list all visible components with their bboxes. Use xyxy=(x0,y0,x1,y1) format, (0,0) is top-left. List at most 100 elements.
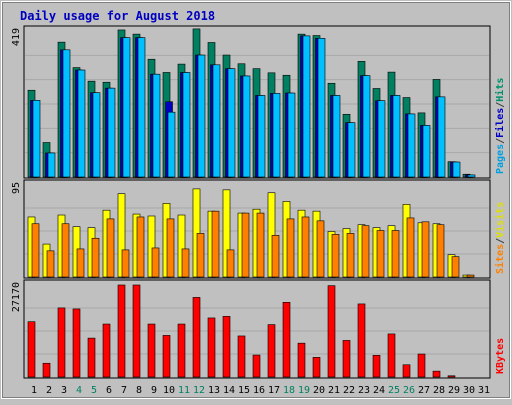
bar-pages-day-13 xyxy=(212,64,221,178)
bar-pages-day-30 xyxy=(467,174,476,178)
x-tick-label-day-19: 19 xyxy=(298,385,310,396)
bar-kbytes-day-2 xyxy=(42,362,51,378)
x-tick-label-day-16: 16 xyxy=(253,385,265,396)
bar-kbytes-day-29 xyxy=(447,375,456,378)
x-tick-label-day-20: 20 xyxy=(313,385,325,396)
bar-pages-day-26 xyxy=(407,113,416,178)
x-tick-label-day-7: 7 xyxy=(121,385,127,396)
bar-kbytes-day-14 xyxy=(222,316,231,378)
x-tick-label-day-26: 26 xyxy=(403,385,415,396)
x-tick-label-day-12: 12 xyxy=(193,385,205,396)
bar-sites-day-22 xyxy=(346,233,355,278)
series-legend-label: Sites/Visits xyxy=(494,202,506,274)
x-tick-label-day-25: 25 xyxy=(388,385,400,396)
x-tick-label-day-4: 4 xyxy=(76,385,82,396)
outer-bevel-light xyxy=(1,1,511,399)
bar-sites-day-28 xyxy=(436,224,445,278)
bar-pages-day-14 xyxy=(227,68,236,178)
kbytes: 27170 KBytes xyxy=(11,279,506,379)
bar-kbytes-day-7 xyxy=(117,284,126,378)
bar-sites-day-20 xyxy=(316,220,325,278)
bar-sites-day-16 xyxy=(256,212,265,278)
bar-pages-day-6 xyxy=(107,87,116,178)
x-axis-labels: 1 2 3 4 5 6 7 8 9 10 11 12 13 14 15 16 17 18 19 20 21 22 23 24 2… xyxy=(31,385,490,396)
legend-entry: KBytes xyxy=(495,338,506,374)
bar-sites-day-24 xyxy=(376,230,385,278)
y-max-label: 419 xyxy=(11,28,22,46)
bar-kbytes-day-22 xyxy=(342,340,351,378)
bar-sites-day-14 xyxy=(226,249,235,278)
bar-pages-day-10 xyxy=(167,111,176,178)
bar-sites-day-18 xyxy=(286,218,295,278)
bar-pages-day-28 xyxy=(437,96,446,178)
x-tick-label-day-6: 6 xyxy=(106,385,112,396)
x-tick-label-day-28: 28 xyxy=(433,385,445,396)
bar-visits-day-9 xyxy=(147,215,156,278)
x-tick-label-day-29: 29 xyxy=(448,385,460,396)
legend-entry: / xyxy=(495,238,506,244)
bar-kbytes-day-26 xyxy=(402,364,411,378)
bar-pages-day-20 xyxy=(317,38,326,178)
bar-kbytes-day-16 xyxy=(252,354,261,378)
legend-entry: Hits xyxy=(494,78,506,102)
bar-sites-day-7 xyxy=(121,249,130,278)
bar-sites-day-6 xyxy=(106,218,115,278)
bar-kbytes-day-18 xyxy=(282,302,291,378)
x-tick-label-day-21: 21 xyxy=(328,385,340,396)
x-tick-label-day-13: 13 xyxy=(208,385,220,396)
x-tick-label-day-31: 31 xyxy=(478,385,490,396)
bar-kbytes-day-25 xyxy=(387,333,396,378)
bar-kbytes-day-13 xyxy=(207,317,216,378)
x-tick-label-day-8: 8 xyxy=(136,385,142,396)
y-max-label: 95 xyxy=(11,182,22,194)
bar-visits-day-14 xyxy=(222,189,231,278)
bar-pages-day-21 xyxy=(332,95,341,178)
bar-sites-day-5 xyxy=(91,237,100,278)
x-tick-label-day-15: 15 xyxy=(238,385,250,396)
bar-kbytes-day-23 xyxy=(357,303,366,378)
bar-pages-day-29 xyxy=(452,161,461,178)
legend-entry: Visits xyxy=(494,202,506,238)
bar-sites-day-15 xyxy=(241,212,250,278)
bar-pages-day-11 xyxy=(182,72,191,178)
bar-kbytes-day-4 xyxy=(72,308,81,378)
bar-pages-day-1 xyxy=(32,100,41,178)
x-tick-label-day-27: 27 xyxy=(418,385,430,396)
bar-sites-day-10 xyxy=(166,218,175,278)
outer-bevel-dark xyxy=(2,2,510,398)
bar-sites-day-30 xyxy=(466,274,475,278)
bar-sites-day-12 xyxy=(196,233,205,278)
bar-kbytes-day-3 xyxy=(57,307,66,378)
bar-pages-day-12 xyxy=(197,54,206,178)
bar-sites-day-29 xyxy=(451,256,460,278)
bar-sites-day-11 xyxy=(181,248,190,278)
bar-pages-day-25 xyxy=(392,95,401,178)
y-max-label: 27170 xyxy=(11,282,22,312)
bar-kbytes-day-11 xyxy=(177,323,186,378)
bar-kbytes-day-19 xyxy=(297,342,306,378)
bar-kbytes-day-6 xyxy=(102,323,111,378)
x-tick-label-day-30: 30 xyxy=(463,385,475,396)
x-tick-label-day-24: 24 xyxy=(373,385,385,396)
bar-kbytes-day-27 xyxy=(417,353,426,378)
x-tick-label-day-2: 2 xyxy=(46,385,52,396)
bar-visits-day-17 xyxy=(267,192,276,278)
bar-sites-day-23 xyxy=(361,225,370,278)
bar-pages-day-27 xyxy=(422,125,431,178)
x-tick-label-day-17: 17 xyxy=(268,385,280,396)
bar-sites-day-4 xyxy=(76,248,85,278)
x-tick-label-day-22: 22 xyxy=(343,385,355,396)
legend-entry: Sites xyxy=(494,244,506,274)
bar-sites-day-19 xyxy=(301,216,310,278)
bar-sites-day-8 xyxy=(136,216,145,278)
bar-pages-day-4 xyxy=(77,69,86,178)
bar-pages-day-17 xyxy=(272,93,281,178)
x-tick-label-day-9: 9 xyxy=(151,385,157,396)
legend-entry: Files xyxy=(494,108,506,138)
bar-kbytes-day-17 xyxy=(267,324,276,378)
bar-pages-day-5 xyxy=(92,92,101,178)
